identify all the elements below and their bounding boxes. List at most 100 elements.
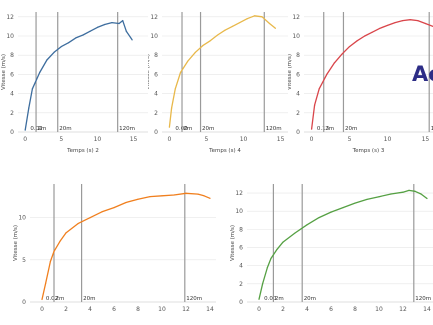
data-point <box>187 60 189 62</box>
data-point <box>31 88 34 90</box>
y-tick-label: 2 <box>154 110 158 117</box>
x-tick-label: 14 <box>423 306 431 313</box>
data-point <box>82 34 84 36</box>
data-point <box>168 126 171 128</box>
data-point <box>41 298 43 301</box>
y-tick-label: 8 <box>239 226 243 233</box>
split-marker-label: 2m <box>325 126 334 132</box>
data-point <box>258 298 260 300</box>
data-point <box>53 250 55 253</box>
y-axis-label: Vitesse (m/s) <box>230 225 236 261</box>
data-point <box>194 51 196 53</box>
y-tick-label: 0 <box>10 129 14 136</box>
data-point <box>53 51 55 53</box>
data-point <box>402 20 404 22</box>
series-line <box>258 189 428 300</box>
split-marker-label: 20m <box>345 126 357 132</box>
data-point <box>60 45 62 48</box>
data-point <box>417 20 419 22</box>
split-marker-label: 0.02 <box>46 296 58 302</box>
data-point <box>39 71 41 74</box>
data-point <box>118 22 120 25</box>
y-tick-label: 5 <box>22 257 26 264</box>
y-tick-label: 12 <box>6 14 14 21</box>
y-axis-label: Vitesse (m/s) <box>148 54 151 90</box>
x-tick-label: 4 <box>305 306 309 313</box>
data-point <box>408 189 410 191</box>
data-point <box>348 45 351 48</box>
data-point <box>282 241 284 243</box>
data-point <box>402 191 404 193</box>
y-tick-label: 4 <box>296 91 300 98</box>
y-tick-label: 4 <box>239 263 243 270</box>
data-point <box>318 88 320 90</box>
data-point <box>274 27 276 29</box>
data-point <box>122 20 124 22</box>
x-tick-label: 10 <box>375 306 383 313</box>
y-tick-label: 8 <box>10 52 14 59</box>
data-point <box>202 45 204 47</box>
split-marker-label: 2m <box>184 126 193 132</box>
y-tick-label: 8 <box>296 52 300 59</box>
y-tick-label: 2 <box>296 110 300 117</box>
data-point <box>390 193 392 195</box>
data-point <box>268 22 271 25</box>
data-point <box>379 27 381 29</box>
data-point <box>426 197 428 200</box>
chart-panel-green: 0 2 4 6 8 10 12 0 2 4 6 8 10 12 14 0.00 2m 20m 120m Vitesse… <box>222 172 433 325</box>
data-point <box>341 53 343 55</box>
data-point <box>65 232 67 234</box>
y-tick-label: 10 <box>150 33 158 40</box>
data-point <box>262 283 264 285</box>
y-tick-label: 8 <box>154 52 158 59</box>
data-point <box>420 193 422 195</box>
y-tick-label: 6 <box>239 245 243 252</box>
x-tick-label: 5 <box>59 136 63 143</box>
split-marker-label: 140m <box>431 126 433 132</box>
data-point <box>364 35 366 37</box>
data-point <box>330 211 332 213</box>
data-point <box>174 88 176 90</box>
data-point <box>28 107 30 109</box>
data-point <box>239 21 241 24</box>
x-tick-label: 2 <box>281 306 285 313</box>
y-axis-label: Vitesse (m/s) <box>288 54 293 90</box>
data-point <box>125 30 127 32</box>
split-marker-label: 2m <box>38 126 47 132</box>
data-point <box>111 21 113 24</box>
series-line <box>168 15 276 128</box>
data-point <box>75 37 77 39</box>
data-point <box>414 190 416 192</box>
data-point <box>89 217 91 219</box>
x-tick-label: 10 <box>94 136 102 143</box>
data-point <box>306 224 308 226</box>
y-tick-label: 4 <box>10 91 14 98</box>
y-tick-label: 10 <box>292 33 300 40</box>
split-marker-label: 2m <box>275 296 284 302</box>
data-point <box>378 196 380 198</box>
x-tick-label: 0 <box>23 136 27 143</box>
data-point <box>270 257 272 260</box>
data-point <box>209 197 211 199</box>
split-marker-label: 120m <box>415 296 431 302</box>
x-tick-label: 4 <box>88 306 92 313</box>
x-tick-label: 0 <box>310 136 314 143</box>
y-tick-label: 0 <box>154 129 158 136</box>
data-point <box>24 129 26 131</box>
split-marker-label: 2m <box>56 296 65 302</box>
data-point <box>356 40 358 42</box>
split-marker-label: 20m <box>83 296 95 302</box>
y-tick-label: 12 <box>235 190 243 197</box>
data-point <box>310 128 313 130</box>
x-tick-label: 2 <box>64 306 68 313</box>
x-tick-label: 6 <box>112 306 116 313</box>
data-point <box>179 71 182 74</box>
data-point <box>266 266 268 269</box>
data-point <box>342 207 344 209</box>
x-tick-label: 14 <box>206 306 214 313</box>
y-tick-label: 12 <box>150 14 158 21</box>
data-point <box>203 195 205 197</box>
x-tick-label: 15 <box>130 136 138 143</box>
data-point <box>161 195 163 197</box>
series-line <box>310 19 433 130</box>
